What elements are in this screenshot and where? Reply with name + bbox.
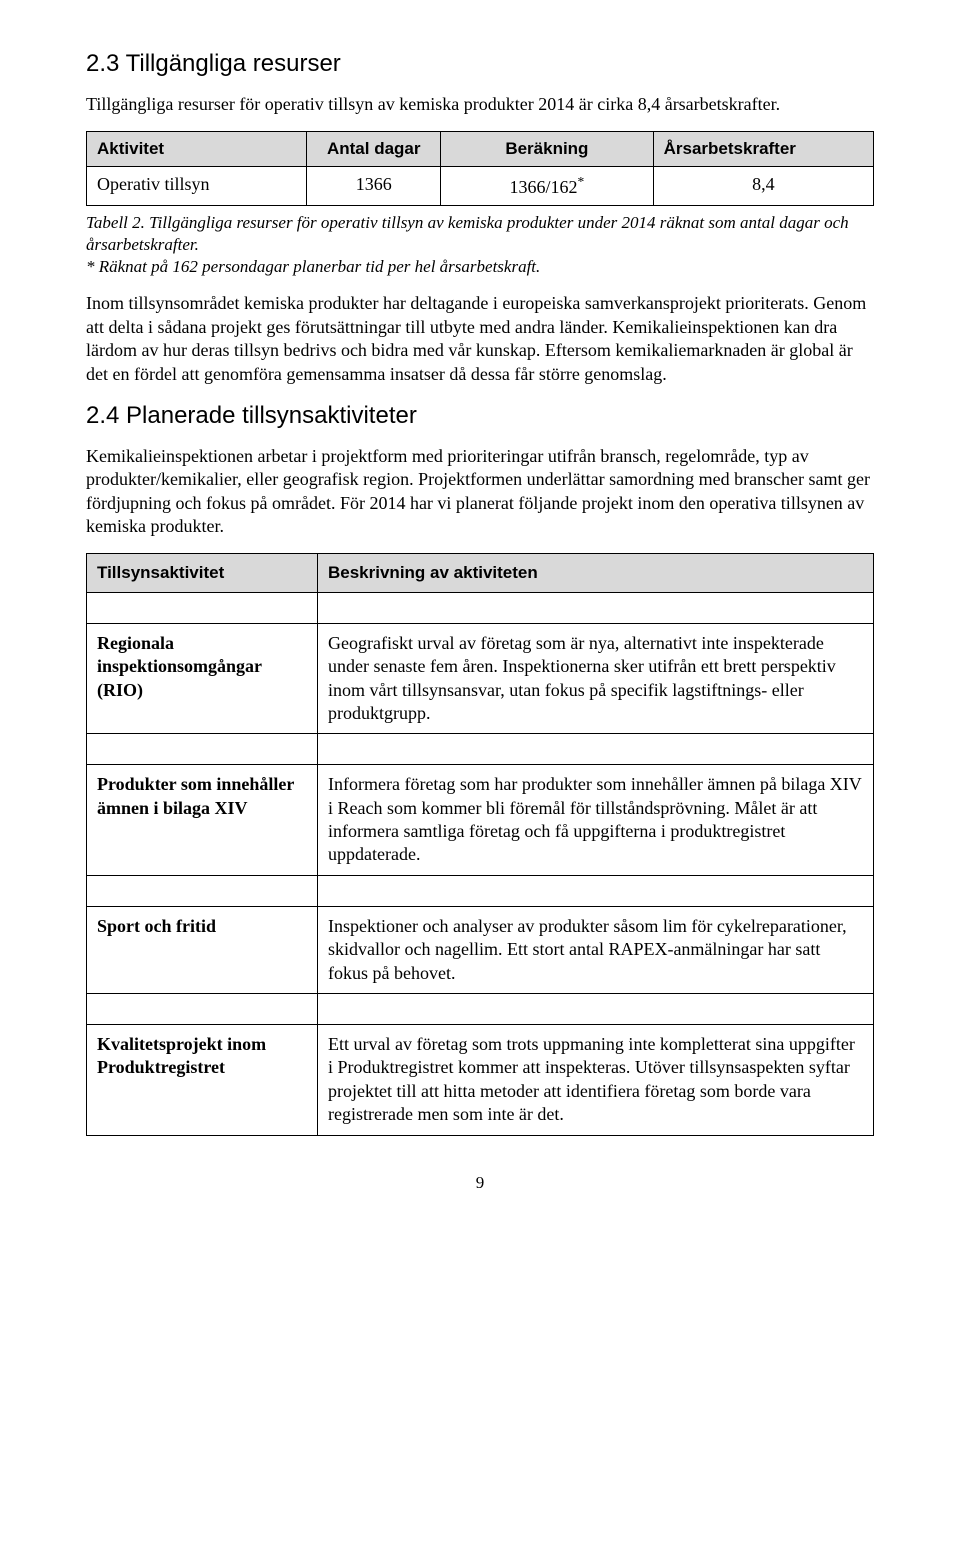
section-2-3-heading: 2.3 Tillgängliga resurser: [86, 48, 874, 79]
col-calc: Beräkning: [441, 131, 653, 166]
table-row: Operativ tillsyn 1366 1366/162* 8,4: [87, 166, 874, 205]
col-description: Beskrivning av aktiviteten: [318, 553, 874, 592]
section-2-3-intro: Tillgängliga resurser för operativ tills…: [86, 93, 874, 116]
cell-desc: Inspektioner och analyser av produkter s…: [318, 906, 874, 993]
cell-label: Produkter som innehåller ämnen i bilaga …: [87, 765, 318, 876]
cell-fte: 8,4: [653, 166, 873, 205]
spacer-row: [87, 875, 874, 906]
cell-desc: Geografiskt urval av företag som är nya,…: [318, 623, 874, 734]
cell-days: 1366: [307, 166, 441, 205]
page-number: 9: [86, 1172, 874, 1194]
table-header-row: Tillsynsaktivitet Beskrivning av aktivit…: [87, 553, 874, 592]
cell-desc: Ett urval av företag som trots uppmaning…: [318, 1025, 874, 1136]
cell-desc: Informera företag som har produkter som …: [318, 765, 874, 876]
activities-table: Tillsynsaktivitet Beskrivning av aktivit…: [86, 553, 874, 1136]
section-2-4-heading: 2.4 Planerade tillsynsaktiviteter: [86, 400, 874, 431]
col-fte: Årsarbetskrafter: [653, 131, 873, 166]
table-row: Regionala inspektionsomgångar (RIO) Geog…: [87, 623, 874, 734]
cell-label: Regionala inspektionsomgångar (RIO): [87, 623, 318, 734]
table-2-caption: Tabell 2. Tillgängliga resurser för oper…: [86, 212, 874, 278]
section-2-3-para: Inom tillsynsområdet kemiska produkter h…: [86, 292, 874, 386]
spacer-row: [87, 734, 874, 765]
table-header-row: Aktivitet Antal dagar Beräkning Årsarbet…: [87, 131, 874, 166]
page: 2.3 Tillgängliga resurser Tillgängliga r…: [0, 0, 960, 1234]
table-row: Kvalitetsprojekt inom Produktregistret E…: [87, 1025, 874, 1136]
cell-activity: Operativ tillsyn: [87, 166, 307, 205]
table-row: Sport och fritid Inspektioner och analys…: [87, 906, 874, 993]
cell-label: Sport och fritid: [87, 906, 318, 993]
section-2-4-intro: Kemikalieinspektionen arbetar i projektf…: [86, 445, 874, 539]
table-row: Produkter som innehåller ämnen i bilaga …: [87, 765, 874, 876]
spacer-row: [87, 592, 874, 623]
col-days: Antal dagar: [307, 131, 441, 166]
col-activity: Aktivitet: [87, 131, 307, 166]
cell-calc: 1366/162*: [441, 166, 653, 205]
spacer-row: [87, 994, 874, 1025]
resources-table: Aktivitet Antal dagar Beräkning Årsarbet…: [86, 131, 874, 206]
col-activity: Tillsynsaktivitet: [87, 553, 318, 592]
cell-label: Kvalitetsprojekt inom Produktregistret: [87, 1025, 318, 1136]
